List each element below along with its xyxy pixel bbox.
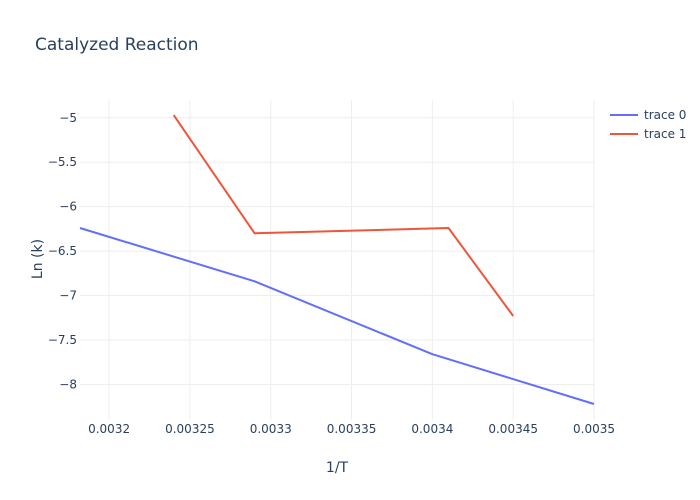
x-tick-label: 0.0035: [573, 422, 615, 436]
x-tick-label: 0.0034: [411, 422, 453, 436]
y-tick-label: −6: [59, 200, 77, 214]
series-lines: [79, 114, 595, 405]
x-tick-label: 0.00325: [165, 422, 215, 436]
series-line-0: [79, 227, 595, 405]
x-tick-label: 0.00335: [327, 422, 377, 436]
legend-item-1[interactable]: trace 1: [610, 127, 686, 141]
y-tick-label: −7.5: [48, 333, 77, 347]
x-tick-label: 0.00345: [488, 422, 538, 436]
x-tick-label: 0.0033: [250, 422, 292, 436]
y-tick-label: −6.5: [48, 244, 77, 258]
y-axis-label: Ln (k): [30, 239, 46, 279]
y-tick-label: −8: [59, 377, 77, 391]
y-tick-label: −7: [59, 289, 77, 303]
series-line-1: [172, 114, 515, 317]
x-axis-ticks: 0.0032 0.00325 0.0033 0.00335 0.0034 0.00345 0…: [88, 422, 615, 436]
y-tick-label: −5.5: [48, 155, 77, 169]
x-axis-label: 1/T: [326, 460, 349, 476]
legend[interactable]: trace 0 trace 1: [610, 108, 686, 141]
legend-item-0[interactable]: trace 0: [610, 108, 686, 122]
legend-label: trace 0: [644, 108, 686, 122]
y-tick-label: −5: [59, 111, 77, 125]
y-axis-ticks: −5 −5.5 −6 −6.5 −7 −7.5 −8: [48, 111, 77, 392]
grid: [80, 100, 595, 420]
x-tick-label: 0.0032: [88, 422, 130, 436]
legend-label: trace 1: [644, 127, 686, 141]
chart-title: Catalyzed Reaction: [35, 35, 199, 55]
